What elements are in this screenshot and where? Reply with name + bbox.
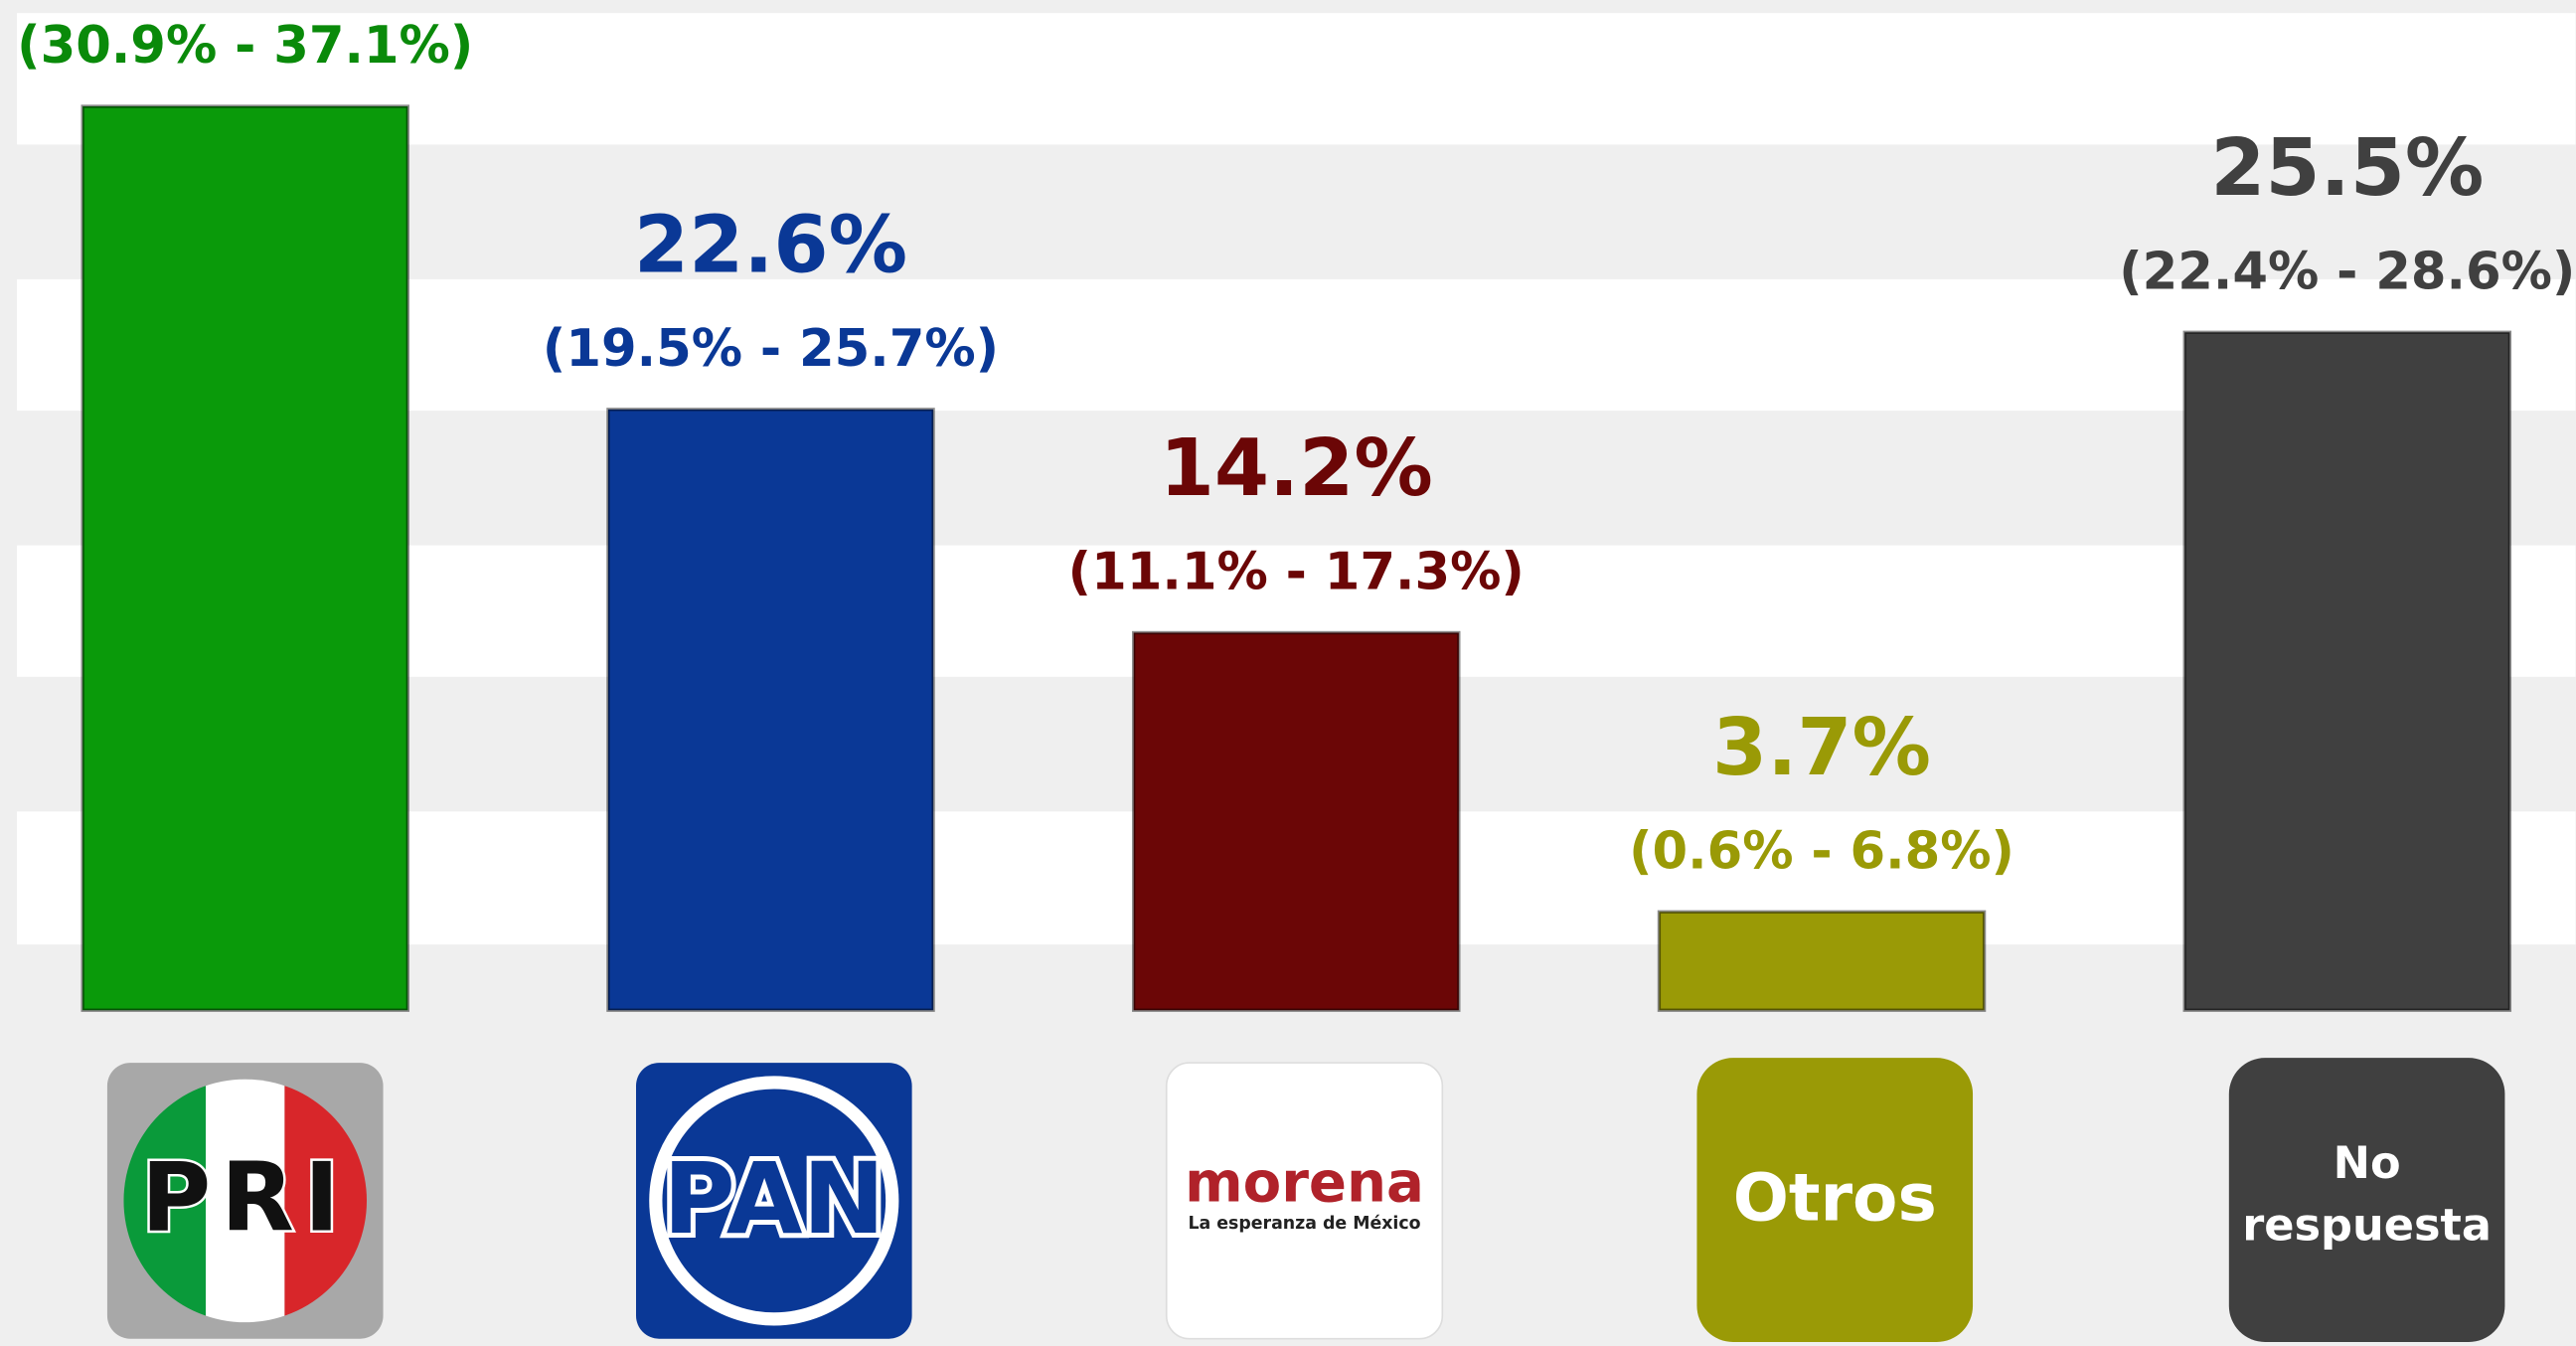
logo-text: Otros <box>1733 1160 1937 1237</box>
bar <box>1132 630 1461 1012</box>
logo-tagline: La esperanza de México <box>1188 1214 1420 1234</box>
value-label: 22.6% <box>634 199 907 291</box>
interval-label: (0.6% - 6.8%) <box>1629 821 2014 881</box>
interval-label: (11.1% - 17.3%) <box>1068 543 1525 602</box>
value-label: 25.5% <box>2210 121 2484 214</box>
logo-bg <box>1165 1062 1444 1340</box>
logo-text: PRI <box>141 1142 349 1254</box>
logo-pan: PAN <box>636 1063 912 1339</box>
logo-bg <box>2228 1058 2505 1342</box>
logo-ring <box>662 1089 886 1313</box>
value-label: 14.2% <box>1160 421 1433 514</box>
logo-otros: Otros <box>1696 1058 1974 1342</box>
logo-text-box: No respuesta <box>2242 1138 2492 1253</box>
bar <box>2182 330 2512 1012</box>
logo-text: PAN <box>663 1142 885 1257</box>
bars: (30.9% - 37.1%) 22.6% (19.5% - 25.7%) 14.2%… <box>17 16 2575 1012</box>
bar <box>1657 910 1987 1012</box>
bar <box>80 104 409 1012</box>
band <box>17 278 2576 412</box>
logo-no-respuesta: No respuesta <box>2228 1058 2505 1342</box>
band <box>17 13 2576 145</box>
logo-morena: morena La esperanza de México <box>1165 1062 1444 1340</box>
logo-bg <box>1696 1058 1974 1342</box>
logo-pri: PRI <box>106 1063 384 1339</box>
bar <box>606 408 935 1012</box>
interval-label: (30.9% - 37.1%) <box>17 16 473 76</box>
logo-text: No respuesta <box>2242 1138 2492 1253</box>
interval-label: (22.4% - 28.6%) <box>2119 242 2575 301</box>
interval-label: (19.5% - 25.7%) <box>543 319 999 379</box>
logo-text: morena <box>1185 1151 1424 1216</box>
value-label: 3.7% <box>1712 701 1931 793</box>
